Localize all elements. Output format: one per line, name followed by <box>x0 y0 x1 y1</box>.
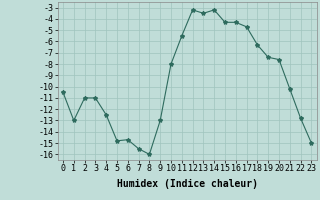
X-axis label: Humidex (Indice chaleur): Humidex (Indice chaleur) <box>117 179 258 189</box>
